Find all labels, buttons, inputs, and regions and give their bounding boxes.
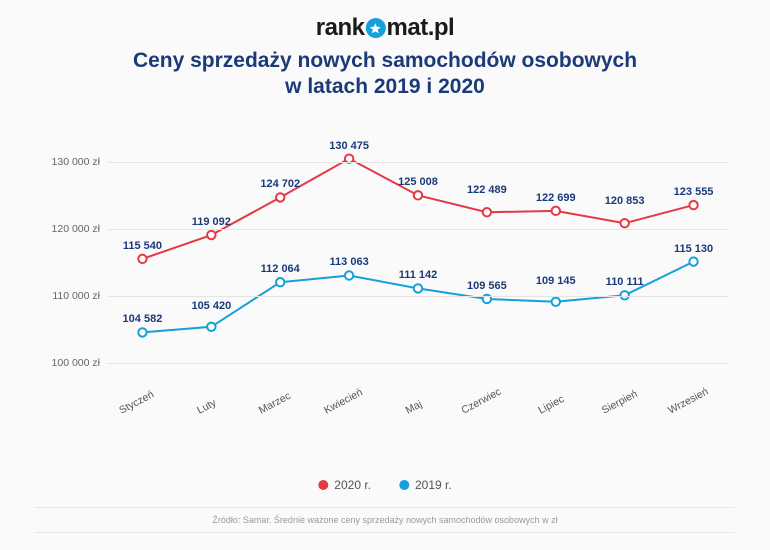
x-tick-label: Luty <box>195 397 218 417</box>
legend-item-2019: 2019 r. <box>399 478 452 492</box>
title-line2: w latach 2019 i 2020 <box>0 74 770 100</box>
data-point-marker <box>620 219 628 227</box>
data-point-marker <box>138 255 146 263</box>
data-point-label: 115 130 <box>674 243 713 255</box>
data-point-label: 111 142 <box>399 269 438 281</box>
chart-title: Ceny sprzedaży nowych samochodów osobowy… <box>0 48 770 101</box>
x-tick-label: Styczeń <box>118 388 157 416</box>
data-point-marker <box>345 271 353 279</box>
y-tick-label: 120 000 zł <box>38 223 100 235</box>
gridline <box>108 162 728 163</box>
data-point-marker <box>552 298 560 306</box>
data-point-marker <box>414 284 422 292</box>
data-point-marker <box>207 231 215 239</box>
chart-svg <box>108 135 728 390</box>
price-chart: 100 000 zł 110 000 zł 120 000 zł 130 000 zł… <box>38 135 743 465</box>
data-point-marker <box>276 278 284 286</box>
x-tick-label: Marzec <box>257 390 293 417</box>
data-point-label: 124 702 <box>260 178 300 190</box>
data-point-marker <box>138 328 146 336</box>
data-point-label: 113 063 <box>330 256 369 268</box>
data-point-label: 122 699 <box>536 192 576 204</box>
data-point-label: 120 853 <box>605 195 645 207</box>
data-point-label: 130 475 <box>329 140 369 152</box>
gridline <box>108 363 728 364</box>
data-point-marker <box>483 208 491 216</box>
plot-area <box>108 135 728 390</box>
data-point-marker <box>689 257 697 265</box>
legend-dot-2019-icon <box>399 480 409 490</box>
legend-label-2020: 2020 r. <box>334 478 371 492</box>
legend-dot-2020-icon <box>318 480 328 490</box>
data-point-label: 115 540 <box>123 240 162 252</box>
brand-logo: rank mat.pl <box>316 14 454 42</box>
y-tick-label: 110 000 zł <box>38 290 100 302</box>
data-point-label: 119 092 <box>192 216 231 228</box>
data-point-label: 104 582 <box>123 313 163 325</box>
x-tick-label: Czerwiec <box>459 386 503 417</box>
data-point-marker <box>689 201 697 209</box>
x-tick-label: Wrzesień <box>666 386 710 417</box>
data-point-marker <box>207 323 215 331</box>
data-point-label: 110 111 <box>606 276 644 288</box>
data-point-marker <box>276 193 284 201</box>
data-point-label: 125 008 <box>398 176 438 188</box>
data-point-marker <box>552 207 560 215</box>
legend-item-2020: 2020 r. <box>318 478 371 492</box>
title-line1: Ceny sprzedaży nowych samochodów osobowy… <box>0 48 770 74</box>
logo-prefix: rank <box>316 14 365 42</box>
gridline <box>108 296 728 297</box>
data-point-label: 105 420 <box>191 300 231 312</box>
chart-legend: 2020 r. 2019 r. <box>318 478 451 492</box>
x-tick-label: Kwiecień <box>322 386 365 416</box>
data-point-label: 123 555 <box>674 186 714 198</box>
logo-suffix: mat.pl <box>387 14 455 42</box>
x-tick-label: Maj <box>404 398 425 417</box>
y-tick-label: 130 000 zł <box>38 156 100 168</box>
star-icon <box>366 18 386 38</box>
x-tick-label: Lipiec <box>536 393 566 416</box>
data-point-label: 109 145 <box>536 275 576 287</box>
data-point-label: 122 489 <box>467 184 507 196</box>
data-point-marker <box>414 191 422 199</box>
data-point-label: 112 064 <box>261 263 300 275</box>
data-point-label: 109 565 <box>467 280 507 292</box>
legend-label-2019: 2019 r. <box>415 478 452 492</box>
y-tick-label: 100 000 zł <box>38 357 100 369</box>
series-line <box>142 159 693 259</box>
chart-source: Źródło: Samar. Średnie ważone ceny sprze… <box>35 507 735 533</box>
x-tick-label: Sierpień <box>599 388 639 417</box>
gridline <box>108 229 728 230</box>
